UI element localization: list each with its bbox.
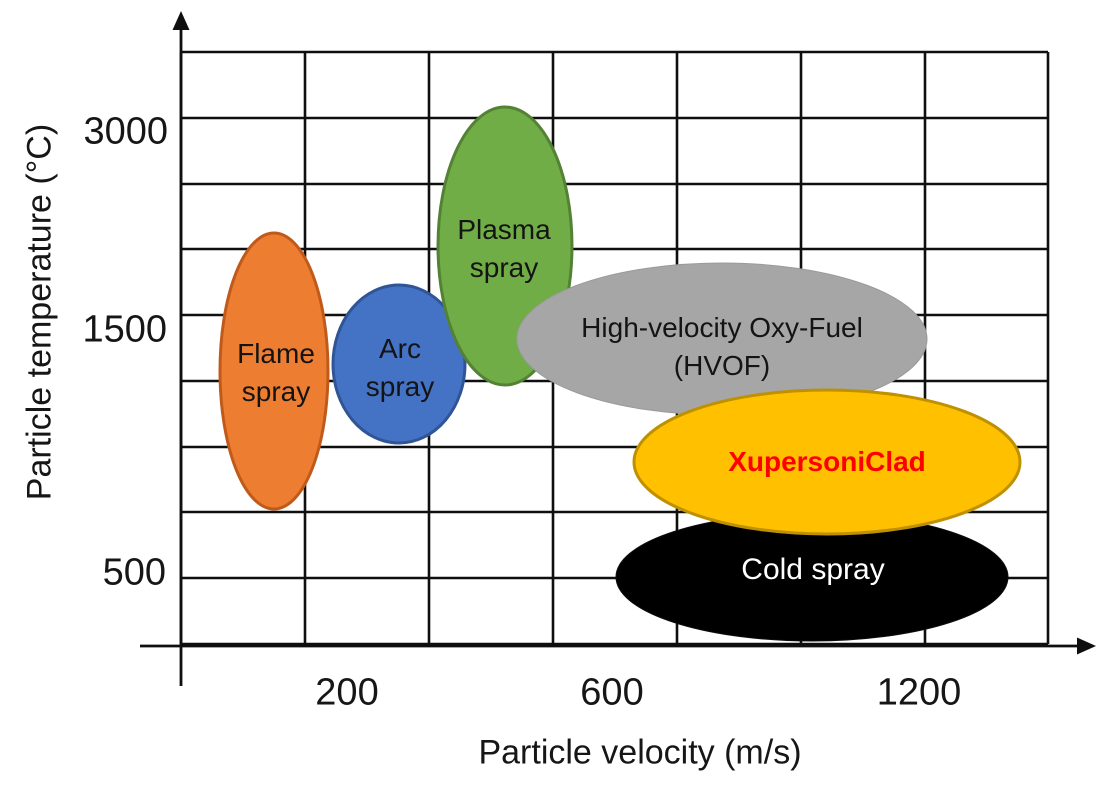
label-arc-spray: Arc spray (366, 330, 434, 406)
y-axis-title: Particle temperature (°C) (20, 123, 59, 501)
y-axis-arrow-icon (172, 11, 190, 30)
label-plasma-spray-line2: spray (469, 252, 539, 283)
y-tick-500: 500 (102, 551, 166, 594)
label-flame-spray-line1: Flame (237, 338, 315, 369)
label-arc-spray-line2: spray (365, 371, 435, 402)
label-xupersoniclad: XupersoniClad (728, 446, 926, 477)
x-axis-title: Particle velocity (m/s) (478, 733, 802, 772)
label-flame-spray: Flame spray (237, 335, 315, 411)
label-cold-spray: Cold spray (741, 553, 885, 586)
x-axis-arrow-icon (1077, 637, 1096, 655)
x-tick-1200: 1200 (876, 671, 962, 714)
label-flame-spray-line2: spray (241, 376, 311, 407)
y-tick-1500: 1500 (82, 308, 167, 351)
ellipse-arc-spray (331, 283, 467, 445)
label-plasma-spray-line1: Plasma (457, 214, 551, 245)
label-arc-spray-line1: Arc (379, 333, 421, 364)
ellipse-xupersoniclad (632, 388, 1022, 536)
x-tick-200: 200 (315, 671, 379, 714)
label-hvof-line1: High-velocity Oxy-Fuel (581, 312, 863, 343)
label-hvof-line2: (HVOF) (673, 350, 771, 381)
label-hvof: High-velocity Oxy-Fuel (HVOF) (581, 309, 863, 385)
ellipse-flame-spray (218, 231, 330, 511)
label-plasma-spray: Plasma spray (457, 211, 550, 287)
x-tick-600: 600 (580, 671, 644, 714)
y-tick-3000: 3000 (83, 110, 168, 153)
